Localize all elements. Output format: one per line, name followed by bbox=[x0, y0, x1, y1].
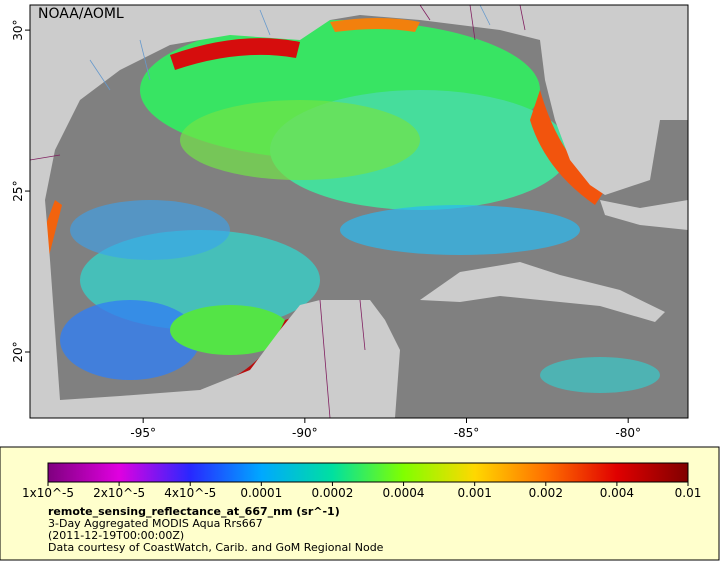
cuba bbox=[420, 262, 665, 322]
bahamas bbox=[600, 200, 688, 230]
legend-line: (2011-12-19T00:00:00Z) bbox=[48, 529, 184, 542]
rivers bbox=[89, 5, 491, 91]
y-tick-label: 25° bbox=[11, 180, 25, 201]
legend-line: 3-Day Aggregated MODIS Aqua Rrs667 bbox=[48, 517, 263, 530]
reflectance-field bbox=[40, 5, 660, 400]
colorbar-tick-label: 0.0004 bbox=[383, 486, 425, 500]
y-tick-label: 30° bbox=[11, 19, 25, 40]
map-area bbox=[30, 5, 688, 418]
colorbar-tick-label: 2x10^-5 bbox=[93, 486, 145, 500]
colorbar-tick-label: 0.001 bbox=[457, 486, 491, 500]
x-tick-label: -85° bbox=[454, 426, 480, 440]
colorbar-tick-label: 1x10^-5 bbox=[22, 486, 74, 500]
x-tick-label: -95° bbox=[130, 426, 156, 440]
colorbar-tick-label: 0.002 bbox=[529, 486, 563, 500]
colorbar-tick-label: 0.004 bbox=[600, 486, 634, 500]
colorbar-tick-label: 0.0002 bbox=[311, 486, 353, 500]
y-tick-label: 20° bbox=[11, 341, 25, 362]
x-tick-label: -90° bbox=[292, 426, 318, 440]
variable-name: remote_sensing_reflectance_at_667_nm (sr… bbox=[48, 505, 340, 518]
map-frame bbox=[29, 4, 689, 419]
borders bbox=[30, 5, 526, 418]
colorbar-tick-label: 0.01 bbox=[675, 486, 702, 500]
watermark: NOAA/AOML bbox=[38, 6, 124, 22]
legend-line: Data courtesy of CoastWatch, Carib. and … bbox=[48, 541, 384, 554]
colorbar-tick-label: 0.0001 bbox=[240, 486, 282, 500]
x-tick-label: -80° bbox=[615, 426, 641, 440]
colorbar bbox=[47, 462, 689, 483]
land bbox=[30, 5, 688, 418]
colorbar-tick-label: 4x10^-5 bbox=[164, 486, 216, 500]
